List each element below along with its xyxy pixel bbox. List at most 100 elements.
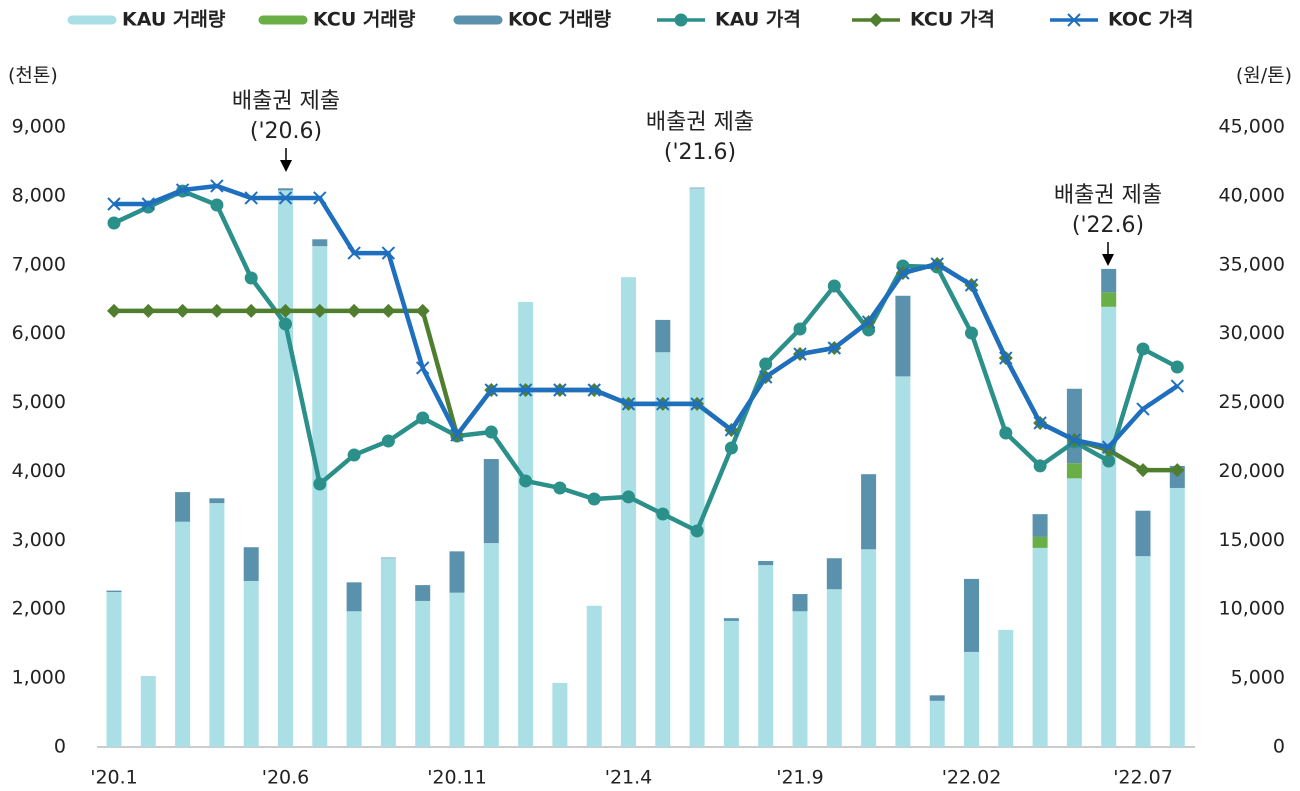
bar bbox=[1066, 388, 1082, 464]
marker bbox=[999, 351, 1013, 365]
bar bbox=[209, 503, 225, 747]
bar bbox=[1101, 292, 1117, 307]
marker bbox=[1101, 440, 1116, 454]
marker bbox=[553, 383, 567, 397]
marker bbox=[210, 198, 224, 212]
bar bbox=[758, 561, 774, 566]
bar bbox=[758, 565, 774, 747]
bar bbox=[826, 558, 842, 590]
marker bbox=[724, 441, 738, 455]
bar bbox=[586, 605, 602, 747]
bar bbox=[243, 547, 259, 581]
y2-tick-label: 40,000 bbox=[1219, 184, 1285, 206]
marker bbox=[244, 191, 258, 205]
marker bbox=[1136, 342, 1150, 356]
bar bbox=[895, 295, 911, 377]
marker bbox=[896, 266, 910, 280]
marker bbox=[278, 191, 293, 205]
x-tick-label: '21.4 bbox=[605, 767, 653, 789]
marker bbox=[621, 397, 636, 411]
y-tick-label: 5,000 bbox=[12, 391, 66, 413]
bar bbox=[1101, 306, 1117, 747]
bar bbox=[312, 246, 328, 747]
annotation-date: ('22.6) bbox=[1072, 213, 1144, 238]
marker bbox=[1170, 379, 1185, 393]
bar bbox=[689, 187, 705, 189]
marker bbox=[656, 397, 670, 411]
marker bbox=[244, 303, 259, 318]
bar bbox=[278, 188, 293, 191]
marker bbox=[381, 434, 395, 448]
marker bbox=[965, 326, 978, 340]
y2-tick-label: 45,000 bbox=[1219, 116, 1285, 138]
bar bbox=[209, 498, 225, 504]
annotation-arrowhead bbox=[1102, 254, 1114, 266]
marker bbox=[141, 197, 156, 211]
bar bbox=[689, 188, 705, 748]
bar bbox=[449, 592, 465, 747]
bar bbox=[1032, 536, 1048, 548]
bar bbox=[861, 549, 877, 747]
y2-tick-label: 35,000 bbox=[1219, 253, 1285, 275]
marker bbox=[793, 347, 807, 361]
bar bbox=[483, 543, 499, 747]
annotation-text: 배출권 제출 bbox=[232, 89, 340, 114]
bar bbox=[1135, 510, 1151, 557]
x-tick-label: '20.11 bbox=[427, 767, 487, 789]
bar bbox=[964, 578, 979, 652]
marker bbox=[519, 474, 533, 488]
marker bbox=[1033, 459, 1047, 473]
marker bbox=[415, 303, 430, 318]
y2-tick-label: 15,000 bbox=[1219, 529, 1285, 551]
marker bbox=[690, 397, 704, 411]
marker bbox=[1136, 402, 1150, 416]
marker bbox=[1170, 360, 1184, 374]
bar bbox=[1101, 268, 1117, 293]
bar bbox=[552, 682, 568, 747]
marker bbox=[930, 257, 944, 271]
bar bbox=[1169, 487, 1185, 747]
legend-label: KAU 가격 bbox=[715, 9, 801, 31]
line bbox=[113, 188, 1179, 534]
marker bbox=[724, 423, 739, 437]
marker bbox=[210, 179, 224, 193]
marker bbox=[674, 13, 688, 27]
marker bbox=[587, 492, 601, 506]
bar bbox=[346, 582, 362, 612]
marker bbox=[381, 246, 396, 260]
x-tick-label: '20.1 bbox=[90, 767, 138, 789]
bar bbox=[1066, 463, 1082, 479]
marker bbox=[484, 425, 498, 439]
marker bbox=[312, 303, 327, 318]
marker bbox=[450, 428, 464, 442]
marker bbox=[313, 191, 327, 205]
x-tick-label: '22.07 bbox=[1113, 767, 1173, 789]
marker bbox=[484, 383, 499, 397]
marker bbox=[964, 278, 979, 292]
x-tick-label: '22.02 bbox=[942, 767, 1002, 789]
bar bbox=[861, 474, 877, 550]
marker bbox=[347, 246, 361, 260]
y-tick-label: 0 bbox=[54, 736, 66, 758]
bar bbox=[723, 620, 739, 747]
annotation-text: 배출권 제출 bbox=[646, 110, 754, 135]
bar bbox=[518, 301, 534, 747]
bar bbox=[998, 629, 1014, 747]
marker bbox=[553, 481, 567, 495]
y-tick-label: 3,000 bbox=[12, 529, 66, 551]
legend-label: KOC 거래량 bbox=[508, 9, 612, 31]
marker bbox=[1136, 463, 1150, 478]
bar bbox=[415, 600, 431, 747]
bar bbox=[826, 589, 842, 747]
y2-axis-label: (원/톤) bbox=[1236, 65, 1292, 87]
bar bbox=[1032, 514, 1048, 537]
annotation-arrowhead bbox=[280, 160, 292, 172]
annotation-date: ('21.6) bbox=[664, 140, 736, 165]
y2-tick-label: 5,000 bbox=[1231, 667, 1285, 689]
bar bbox=[895, 376, 911, 747]
legend-label: KOC 가격 bbox=[1108, 9, 1194, 31]
x-tick-label: '21.9 bbox=[776, 767, 824, 789]
bar bbox=[106, 590, 122, 592]
bar bbox=[175, 492, 191, 522]
